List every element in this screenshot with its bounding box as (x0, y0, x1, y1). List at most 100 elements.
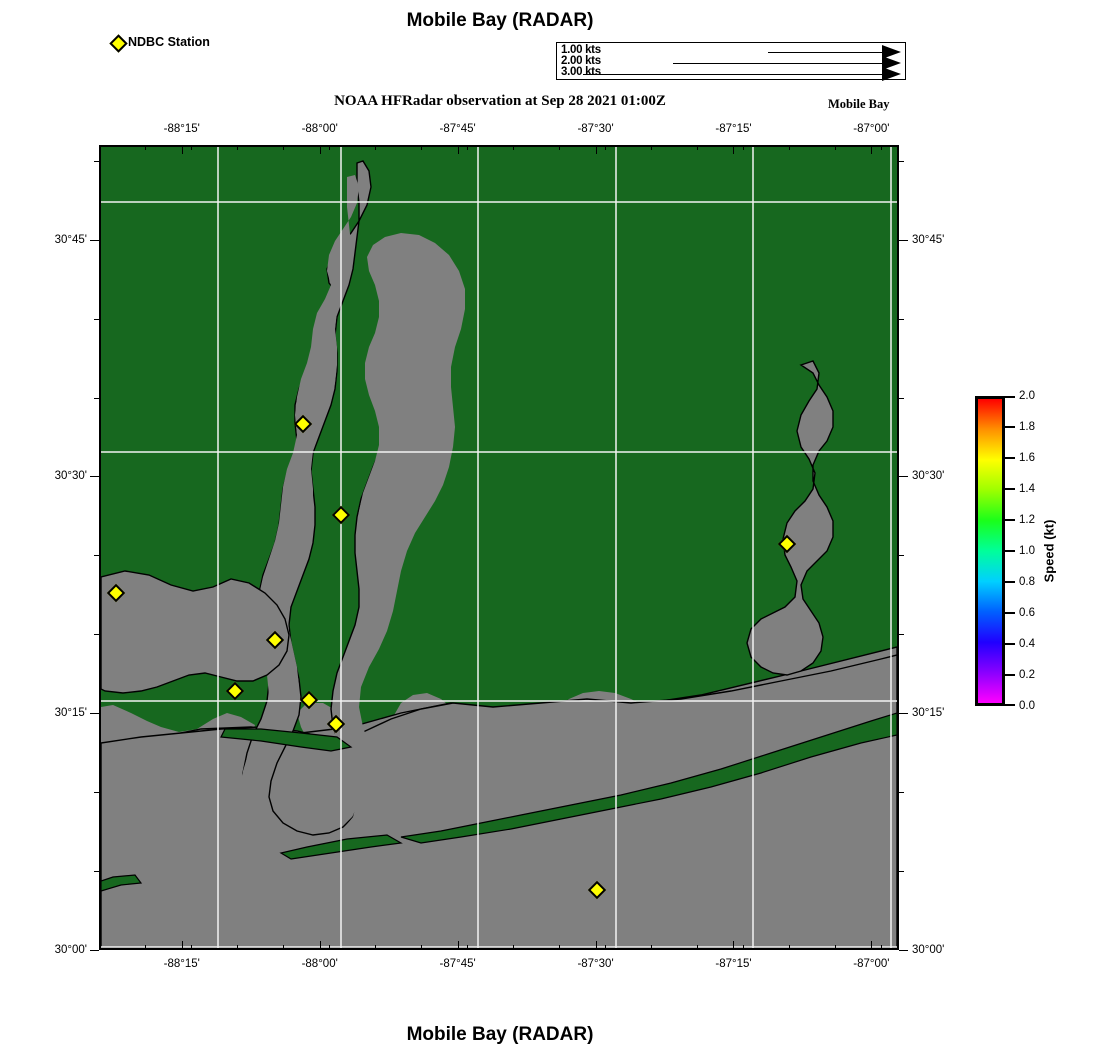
y-axis-label: 30°00' (54, 944, 87, 956)
vector-scale-key: 1.00 kts 2.00 kts 3.00 kts (556, 42, 906, 81)
colorbar-tick-label: 1.8 (1019, 421, 1035, 433)
x-axis-tick (457, 941, 459, 950)
y-axis-minor-tick (899, 318, 904, 320)
x-axis-tick (871, 941, 873, 950)
colorbar-tick-label: 0.6 (1019, 607, 1035, 619)
x-axis-minor-tick (420, 945, 422, 950)
y-axis-minor-tick (94, 555, 99, 557)
vector-key-shaft (583, 74, 883, 75)
y-axis-minor-tick (94, 871, 99, 873)
y-axis-label: 30°30' (54, 470, 87, 483)
y-axis-label: 30°15' (54, 707, 87, 720)
vector-key-row: 1.00 kts (557, 44, 905, 59)
x-axis-label: -87°30' (577, 958, 614, 970)
colorbar-tick (1005, 488, 1015, 490)
x-axis-tick (733, 941, 735, 950)
colorbar-tick (1005, 457, 1015, 459)
x-axis-label: -88°00' (301, 958, 338, 970)
colorbar-tick (1005, 519, 1015, 521)
vector-key-arrowhead (882, 45, 901, 59)
y-axis-minor-tick (94, 476, 99, 478)
colorbar-tick (1005, 581, 1015, 583)
y-axis-minor-tick (94, 318, 99, 320)
x-axis-minor-tick (834, 145, 836, 150)
page-footer-title: Mobile Bay (RADAR) (406, 1024, 594, 1045)
x-axis-label: -87°45' (439, 123, 476, 135)
x-axis-minor-tick (604, 145, 606, 150)
y-axis-minor-tick (94, 397, 99, 399)
diamond-marker-icon (109, 33, 128, 53)
x-axis-minor-tick (604, 945, 606, 950)
map-gridlines (101, 147, 897, 948)
y-axis-minor-tick (899, 160, 904, 162)
x-axis-label: -88°15' (163, 123, 200, 135)
x-axis-tick (733, 145, 735, 154)
y-axis-label: 30°00' (912, 944, 945, 956)
y-axis-minor-tick (94, 160, 99, 162)
x-axis-tick (181, 941, 183, 950)
colorbar-tick (1005, 674, 1015, 676)
x-axis-tick (871, 145, 873, 154)
x-axis-label: -87°00' (853, 958, 890, 970)
y-axis-label: 30°30' (912, 470, 945, 483)
x-axis-minor-tick (236, 145, 238, 150)
y-axis-minor-tick (899, 397, 904, 399)
y-axis-tick (899, 950, 908, 951)
vector-key-shaft (768, 52, 883, 53)
x-axis-label: -88°15' (163, 958, 200, 970)
x-axis-minor-tick (558, 945, 560, 950)
x-axis-minor-tick (374, 945, 376, 950)
y-axis-minor-tick (899, 476, 904, 478)
colorbar-tick-label: 1.6 (1019, 452, 1035, 464)
vector-key-arrowhead (882, 67, 901, 81)
y-axis-minor-tick (899, 239, 904, 241)
x-axis-tick (595, 145, 597, 154)
colorbar-tick-label: 1.0 (1019, 545, 1035, 557)
y-axis-minor-tick (899, 792, 904, 794)
map-canvas[interactable] (99, 145, 899, 950)
vector-key-row: 2.00 kts (557, 55, 905, 70)
y-axis-minor-tick (94, 713, 99, 715)
observation-subtitle: NOAA HFRadar observation at Sep 28 2021 … (334, 93, 666, 109)
x-axis-minor-tick (466, 945, 468, 950)
y-axis-label: 30°45' (912, 233, 945, 246)
x-axis-minor-tick (696, 945, 698, 950)
x-axis-minor-tick (788, 145, 790, 150)
x-axis-label: -87°15' (715, 123, 752, 135)
x-axis-minor-tick (282, 145, 284, 150)
x-axis-label: -87°15' (715, 958, 752, 970)
x-axis-label: -87°30' (577, 123, 614, 135)
colorbar-tick-label: 2.0 (1019, 390, 1035, 402)
speed-colorbar[interactable]: 2.0 1.8 1.6 1.4 1.2 1.0 0.8 0.6 0.4 0.2 0.0 (975, 390, 1035, 712)
x-axis-minor-tick (374, 145, 376, 150)
x-axis-minor-tick (834, 945, 836, 950)
colorbar-tick-label: 0.2 (1019, 669, 1035, 681)
colorbar-tick (1005, 396, 1015, 398)
vector-key-row: 3.00 kts (557, 66, 905, 81)
x-axis-tick (595, 941, 597, 950)
y-axis-minor-tick (94, 634, 99, 636)
colorbar-tick-label: 1.2 (1019, 514, 1035, 526)
x-axis-minor-tick (144, 945, 146, 950)
page-title: Mobile Bay (RADAR) (406, 10, 594, 31)
x-axis-minor-tick (466, 145, 468, 150)
region-label: Mobile Bay (828, 97, 890, 111)
y-axis-tick (90, 950, 99, 951)
x-axis-minor-tick (328, 145, 330, 150)
vector-key-shaft (673, 63, 883, 64)
map-landwater (101, 160, 897, 948)
x-axis-minor-tick (788, 945, 790, 950)
colorbar-tick (1005, 426, 1015, 428)
y-axis-minor-tick (899, 555, 904, 557)
colorbar-tick (1005, 704, 1015, 706)
colorbar-tick-label: 0.0 (1019, 700, 1035, 712)
x-axis-tick (319, 941, 321, 950)
x-axis-minor-tick (236, 945, 238, 950)
map-features (101, 360, 834, 694)
x-axis-tick (457, 145, 459, 154)
x-axis-minor-tick (190, 945, 192, 950)
vector-key-arrowhead (882, 56, 901, 70)
x-axis-minor-tick (650, 145, 652, 150)
x-axis-minor-tick (880, 945, 882, 950)
y-axis-label: 30°45' (54, 233, 87, 246)
